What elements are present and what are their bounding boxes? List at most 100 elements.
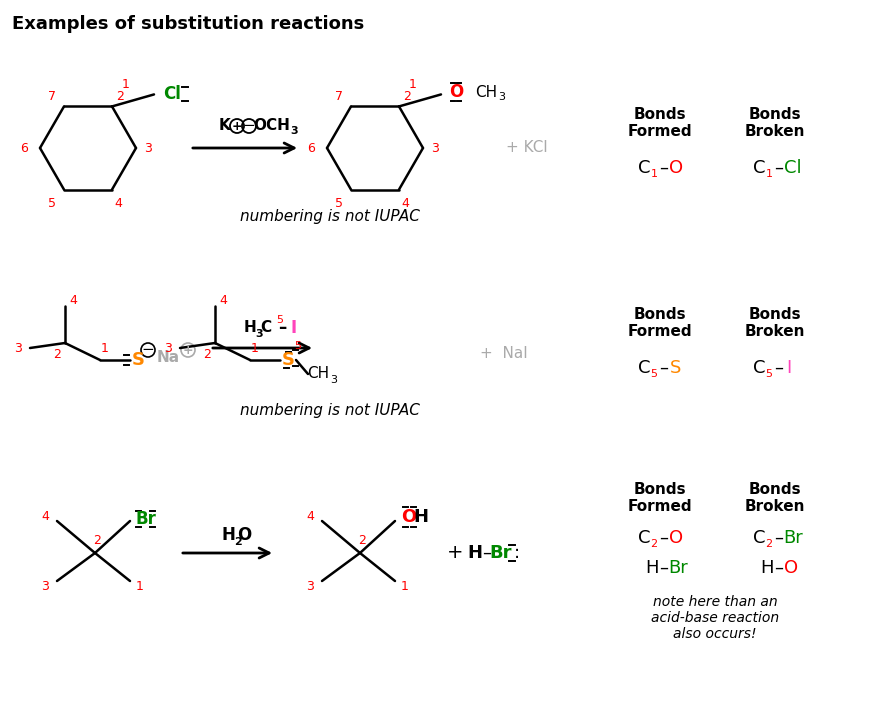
- Text: –: –: [659, 559, 668, 577]
- Text: –: –: [659, 159, 668, 177]
- Text: O: O: [237, 526, 251, 544]
- Text: 2: 2: [116, 90, 124, 103]
- Text: 5: 5: [294, 341, 301, 351]
- Text: Cl: Cl: [163, 85, 181, 103]
- Text: numbering is not IUPAC: numbering is not IUPAC: [240, 403, 420, 417]
- Text: :: :: [514, 544, 520, 562]
- Text: Bonds
Formed: Bonds Formed: [628, 307, 692, 339]
- Text: –: –: [659, 359, 668, 377]
- Text: –: –: [659, 529, 668, 547]
- Text: 2: 2: [651, 539, 658, 549]
- Text: 1: 1: [101, 342, 109, 355]
- Text: −: −: [141, 342, 155, 358]
- Text: 1: 1: [251, 342, 259, 355]
- Text: 5: 5: [335, 197, 343, 210]
- Text: S: S: [281, 351, 294, 369]
- Text: 2: 2: [403, 90, 411, 103]
- Text: + KCl: + KCl: [506, 141, 547, 156]
- Text: 3: 3: [431, 141, 439, 154]
- Text: –: –: [774, 529, 783, 547]
- Text: C: C: [637, 359, 651, 377]
- Text: 1: 1: [651, 169, 658, 179]
- Text: Bonds
Formed: Bonds Formed: [628, 482, 692, 514]
- Text: H: H: [221, 526, 235, 544]
- Text: H: H: [468, 544, 483, 562]
- Text: +: +: [446, 544, 463, 562]
- Text: 5: 5: [48, 197, 56, 210]
- Text: 4: 4: [41, 510, 49, 523]
- Text: Na: Na: [156, 350, 179, 365]
- Text: H: H: [244, 320, 256, 335]
- Text: 2: 2: [234, 537, 242, 547]
- Text: Bonds
Broken: Bonds Broken: [744, 482, 805, 514]
- Text: 1: 1: [136, 579, 144, 592]
- Text: Br: Br: [783, 529, 803, 547]
- Text: OCH: OCH: [254, 118, 291, 134]
- Text: S: S: [132, 351, 144, 369]
- Text: 5: 5: [277, 315, 284, 325]
- Text: 4: 4: [69, 294, 77, 307]
- Text: Br: Br: [490, 544, 512, 562]
- Text: –: –: [483, 544, 492, 562]
- Text: H: H: [760, 559, 774, 577]
- Text: O: O: [669, 529, 683, 547]
- Text: 4: 4: [219, 294, 227, 307]
- Text: CH: CH: [475, 85, 497, 100]
- Text: 4: 4: [306, 510, 314, 523]
- Text: 2: 2: [358, 534, 366, 548]
- Text: I: I: [291, 319, 297, 337]
- Text: –: –: [774, 159, 783, 177]
- Text: 5: 5: [766, 369, 773, 379]
- Text: C: C: [753, 359, 766, 377]
- Text: 2: 2: [53, 348, 61, 361]
- Text: 3: 3: [331, 375, 338, 385]
- Text: O: O: [784, 559, 798, 577]
- Text: –: –: [774, 359, 783, 377]
- Text: Br: Br: [135, 510, 156, 528]
- Text: C: C: [753, 159, 766, 177]
- Text: H: H: [645, 559, 659, 577]
- Text: Examples of substitution reactions: Examples of substitution reactions: [12, 15, 364, 33]
- Text: Bonds
Formed: Bonds Formed: [628, 107, 692, 139]
- Text: C: C: [753, 529, 766, 547]
- Text: H: H: [414, 508, 429, 526]
- Text: −: −: [242, 118, 255, 134]
- Text: –: –: [774, 559, 783, 577]
- Text: Br: Br: [668, 559, 688, 577]
- Text: 6: 6: [307, 141, 315, 154]
- Text: Bonds
Broken: Bonds Broken: [744, 307, 805, 339]
- Text: +: +: [183, 343, 194, 357]
- Text: S: S: [670, 359, 682, 377]
- Text: O: O: [669, 159, 683, 177]
- Text: note here than an
acid-base reaction
also occurs!: note here than an acid-base reaction als…: [651, 595, 779, 641]
- Text: 3: 3: [306, 579, 314, 592]
- Text: 2: 2: [766, 539, 773, 549]
- Text: O: O: [401, 508, 416, 526]
- Text: 3: 3: [14, 342, 22, 355]
- Text: O: O: [449, 83, 463, 101]
- Text: 3: 3: [255, 329, 263, 339]
- Text: –: –: [278, 319, 286, 337]
- Text: K: K: [218, 118, 230, 134]
- Text: Bonds
Broken: Bonds Broken: [744, 107, 805, 139]
- Text: 3: 3: [144, 141, 152, 154]
- Text: Cl: Cl: [784, 159, 802, 177]
- Text: 6: 6: [20, 141, 28, 154]
- Text: 4: 4: [401, 197, 409, 210]
- Text: +  NaI: + NaI: [480, 345, 528, 360]
- Text: 1: 1: [766, 169, 773, 179]
- Text: 4: 4: [114, 197, 122, 210]
- Text: 3: 3: [164, 342, 171, 355]
- Text: 3: 3: [41, 579, 49, 592]
- Text: 2: 2: [203, 348, 211, 361]
- Text: 7: 7: [335, 90, 343, 103]
- Text: I: I: [787, 359, 792, 377]
- Text: 1: 1: [401, 579, 409, 592]
- Text: C: C: [261, 320, 271, 335]
- Text: 3: 3: [499, 93, 506, 103]
- Text: numbering is not IUPAC: numbering is not IUPAC: [240, 208, 420, 223]
- Text: C: C: [637, 159, 651, 177]
- Text: 1: 1: [409, 78, 417, 91]
- Text: 2: 2: [93, 534, 101, 548]
- Text: +: +: [232, 119, 242, 133]
